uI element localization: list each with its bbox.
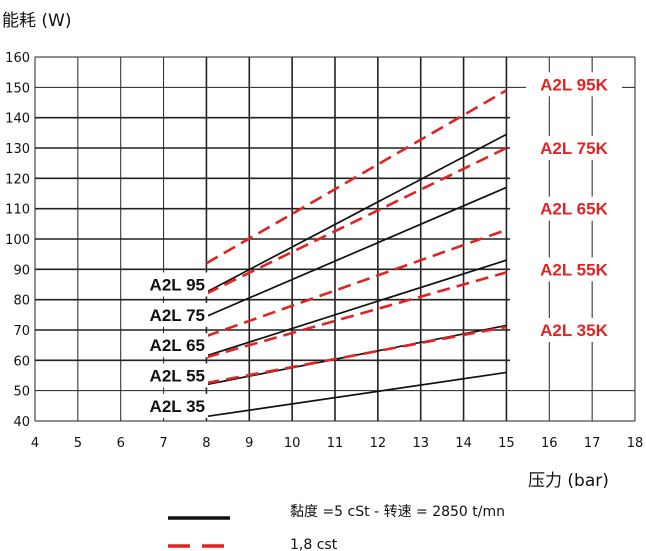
y-tick-label: 110 — [5, 203, 30, 218]
label-bg — [526, 136, 622, 160]
series-line — [206, 371, 507, 418]
label-bg — [128, 302, 208, 327]
label-bg — [526, 72, 622, 97]
legend: 黏度 =5 cSt - 转速 = 2850 t/mn 1,8 cst — [168, 504, 505, 551]
x-tick-label: 11 — [327, 436, 344, 451]
right-series-label: A2L 55K — [540, 260, 608, 279]
grid — [34, 56, 636, 422]
left-series-label: A2L 35 — [150, 397, 205, 416]
series-line — [206, 325, 507, 385]
y-tick-label: 140 — [5, 112, 30, 127]
tick-labels: 40 50 60 70 80 90 100 110 120 130 140 150 160 4 5 6 7 8 9 1… — [5, 51, 643, 451]
x-tick-label: 5 — [74, 436, 82, 451]
series-lines — [205, 89, 508, 418]
y-tick-label: 160 — [5, 51, 30, 66]
x-tick-label: 12 — [370, 436, 387, 451]
series-labels: A2L 95 A2L 75 A2L 65 A2L 55 A2L 35 A2L 95K A2L… — [128, 72, 622, 418]
y-tick-label: 120 — [5, 172, 30, 187]
x-tick-label: 15 — [498, 436, 515, 451]
left-series-label: A2L 75 — [150, 306, 205, 325]
label-bg — [128, 272, 208, 297]
x-axis-title: 压力 (bar) — [528, 471, 609, 491]
legend-dashed-text: 1,8 cst — [290, 537, 338, 551]
x-tick-label: 18 — [627, 436, 644, 451]
right-series-label: A2L 95K — [540, 75, 608, 94]
label-bg — [128, 333, 208, 358]
series-line — [206, 186, 507, 318]
x-tick-label: 13 — [412, 436, 429, 451]
y-tick-label: 70 — [13, 324, 30, 339]
label-bg — [526, 196, 622, 221]
label-bg — [526, 257, 622, 282]
y-tick-label: 150 — [5, 81, 30, 96]
y-tick-label: 90 — [13, 263, 30, 278]
legend-solid-text: 黏度 =5 cSt - 转速 = 2850 t/mn — [290, 504, 505, 520]
series-line — [205, 228, 507, 338]
right-series-label: A2L 65K — [540, 200, 608, 219]
x-tick-label: 10 — [284, 436, 301, 451]
series-line — [206, 133, 507, 293]
left-series-label: A2L 55 — [150, 367, 205, 386]
x-tick-label: 17 — [584, 436, 601, 451]
x-tick-label: 6 — [117, 436, 125, 451]
right-series-label: A2L 75K — [540, 139, 608, 158]
y-tick-label: 130 — [5, 142, 30, 157]
x-tick-label: 16 — [541, 436, 558, 451]
label-bg — [128, 393, 208, 418]
series-line — [206, 259, 507, 357]
x-tick-label: 14 — [455, 436, 472, 451]
series-line — [205, 146, 507, 295]
y-tick-label: 80 — [13, 294, 30, 309]
y-axis-title: 能耗 (W) — [2, 11, 71, 31]
x-tick-label: 7 — [159, 436, 167, 451]
left-series-label: A2L 65 — [150, 336, 205, 355]
x-tick-label: 4 — [31, 436, 39, 451]
series-line — [205, 89, 508, 265]
right-series-label: A2L 35K — [540, 321, 608, 340]
x-tick-label: 8 — [202, 436, 210, 451]
label-bg — [128, 363, 208, 388]
series-line — [206, 271, 507, 359]
x-tick-label: 9 — [245, 436, 253, 451]
y-tick-label: 100 — [5, 233, 30, 248]
label-bg — [526, 318, 622, 342]
y-tick-label: 50 — [13, 385, 30, 400]
y-tick-label: 60 — [13, 354, 30, 369]
y-tick-label: 40 — [13, 415, 30, 430]
left-series-label: A2L 95 — [150, 276, 205, 295]
